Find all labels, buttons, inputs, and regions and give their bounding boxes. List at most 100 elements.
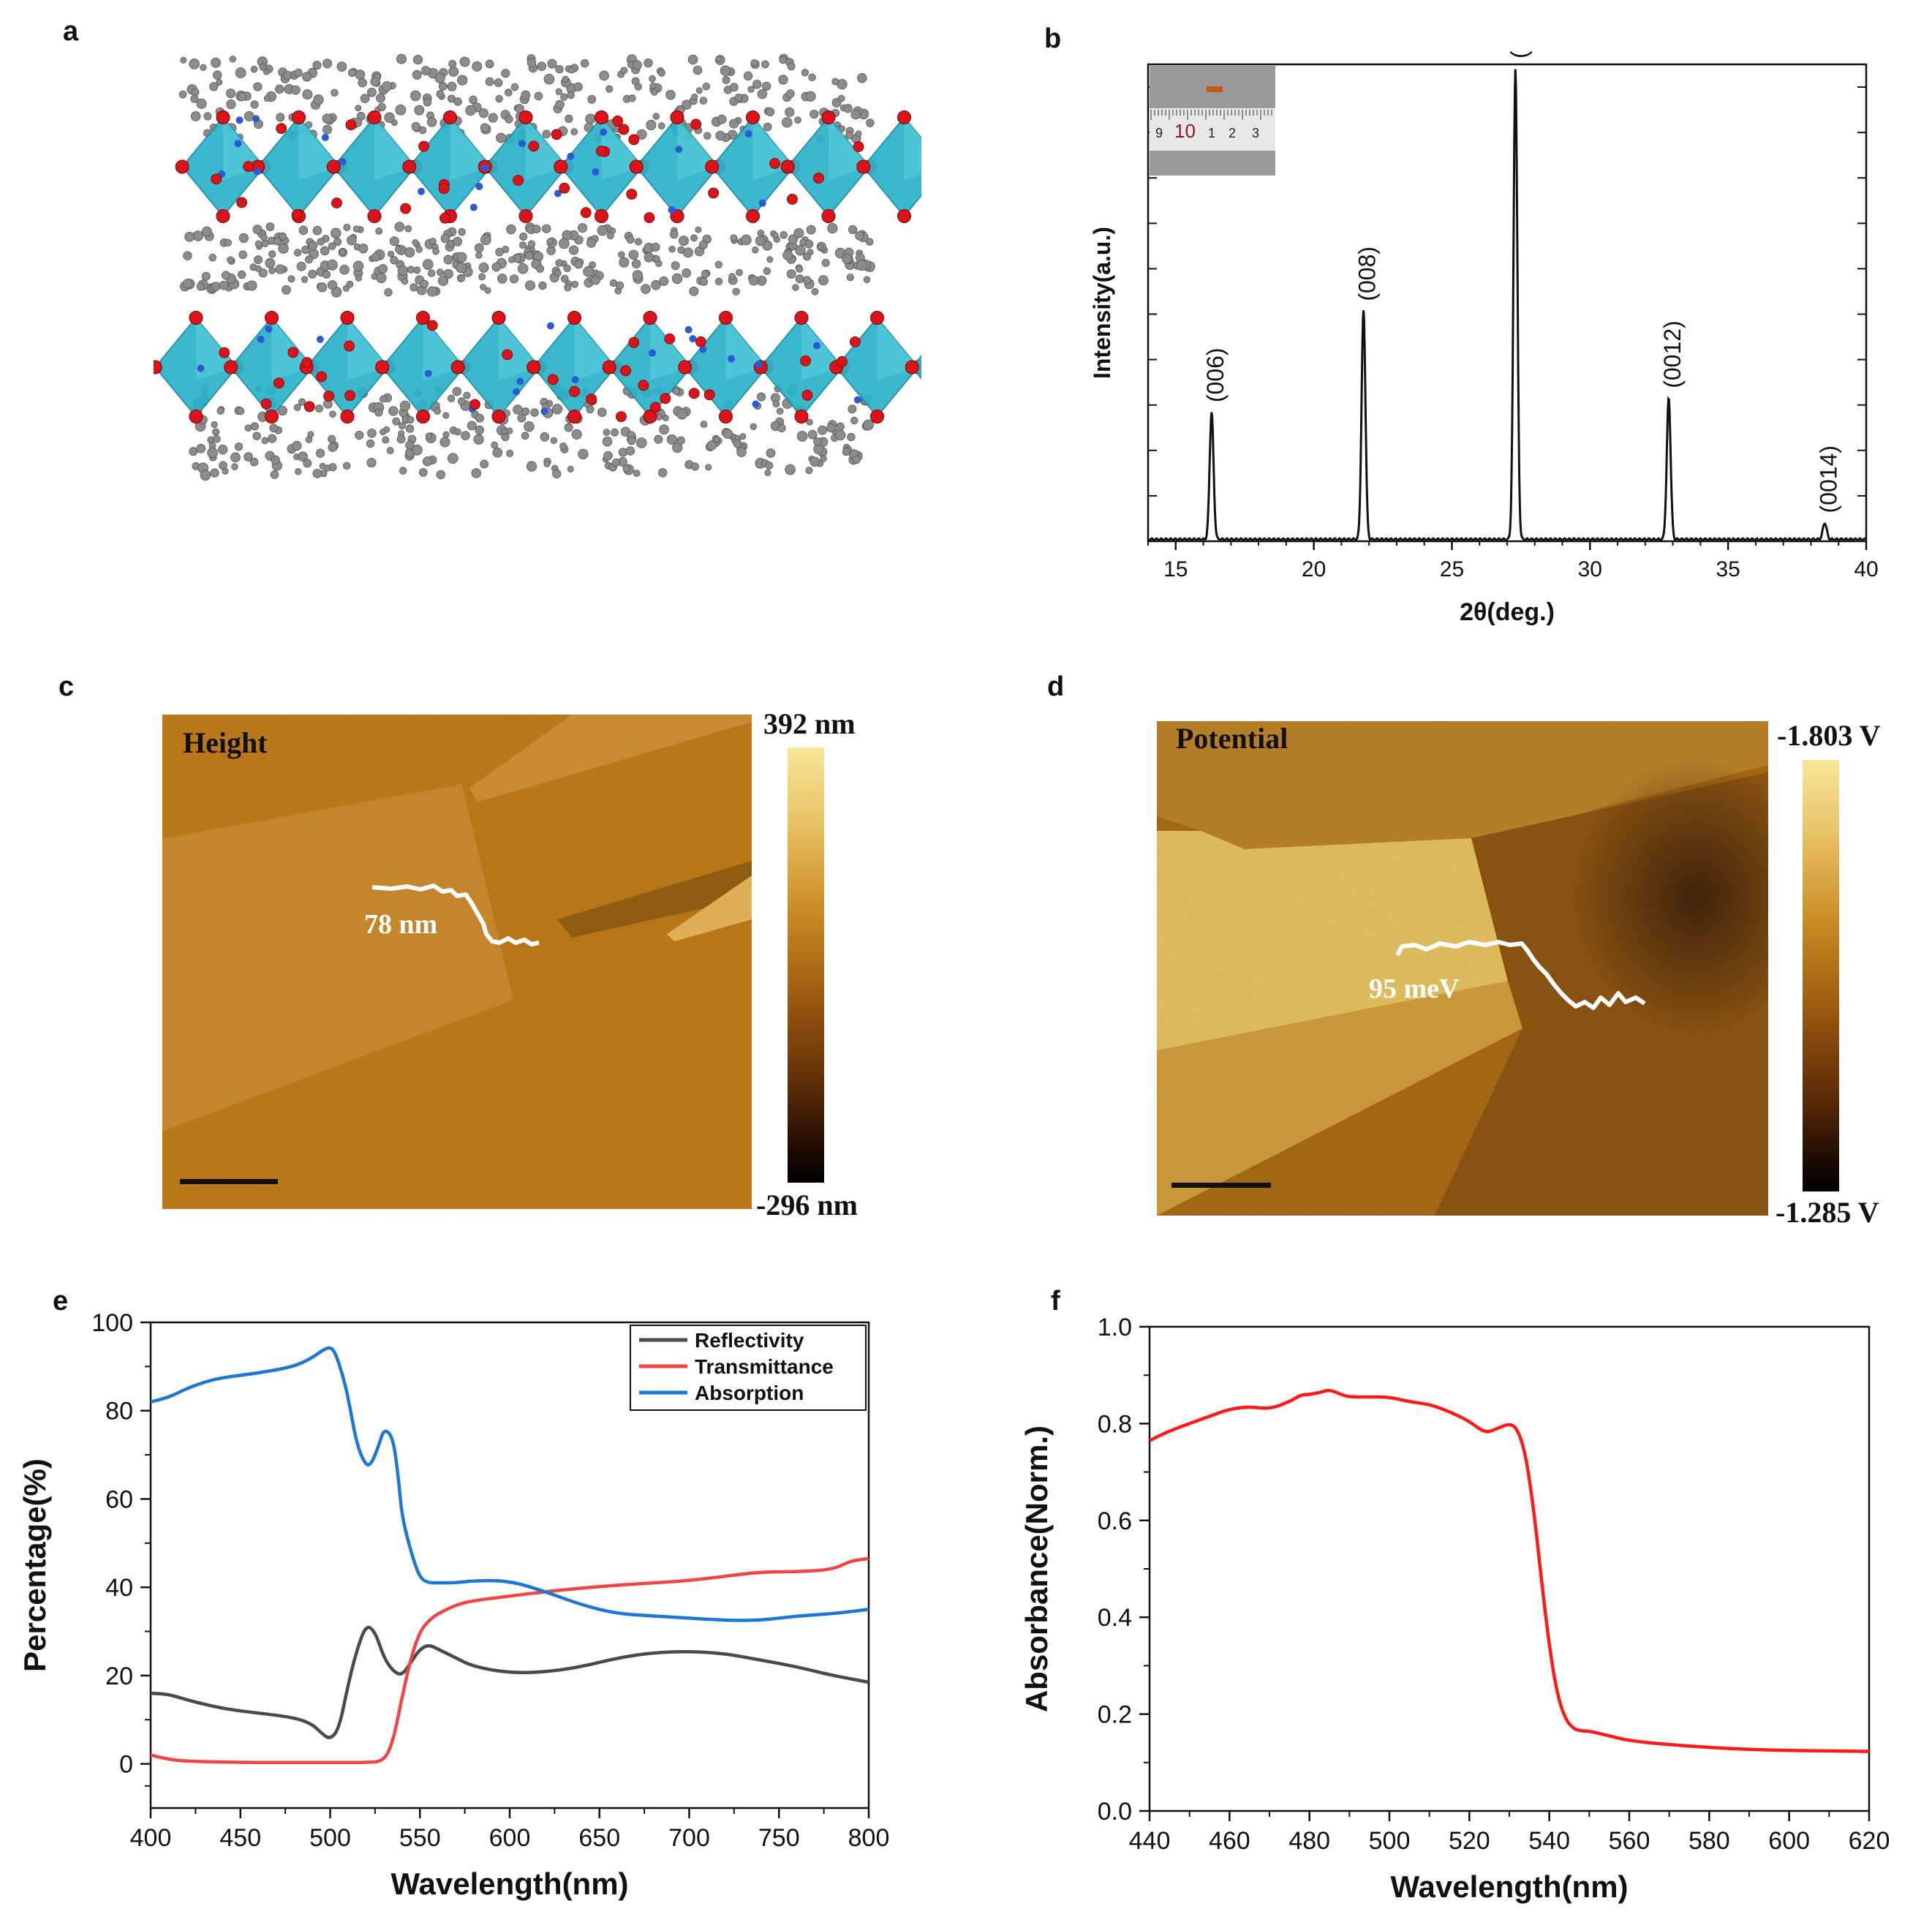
carbon-atom bbox=[730, 234, 738, 242]
oxygen-atom bbox=[175, 159, 189, 174]
carbon-atom bbox=[850, 109, 861, 120]
carbon-atom bbox=[437, 275, 449, 286]
carbon-atom bbox=[706, 440, 717, 451]
carbon-atom bbox=[571, 280, 579, 288]
carbon-atom bbox=[210, 468, 219, 478]
carbon-atom bbox=[392, 417, 401, 426]
oxygen-atom bbox=[551, 129, 562, 140]
carbon-atom bbox=[313, 94, 324, 105]
carbon-atom bbox=[246, 280, 257, 291]
y-tick-label: 0.0 bbox=[1098, 1798, 1132, 1826]
carbon-atom bbox=[777, 423, 786, 433]
carbon-atom bbox=[283, 70, 293, 80]
oxygen-atom bbox=[612, 115, 623, 127]
carbon-atom bbox=[587, 94, 597, 104]
y-tick-label: 0.6 bbox=[1098, 1507, 1132, 1535]
oxygen-atom bbox=[638, 380, 649, 391]
carbon-atom bbox=[510, 83, 519, 91]
carbon-atom bbox=[714, 277, 723, 286]
oxygen-atom bbox=[897, 110, 911, 124]
carbon-atom bbox=[785, 107, 795, 117]
carbon-atom bbox=[480, 234, 491, 246]
carbon-atom bbox=[399, 400, 411, 412]
carbon-atom bbox=[312, 61, 322, 70]
carbon-atom bbox=[250, 65, 258, 73]
oxygen-atom bbox=[236, 197, 247, 208]
carbon-atom bbox=[672, 442, 683, 453]
carbon-atom bbox=[771, 232, 779, 239]
oxygen-atom bbox=[491, 311, 506, 325]
oxygen-atom bbox=[367, 110, 382, 124]
oxygen-atom bbox=[340, 410, 355, 423]
carbon-atom bbox=[505, 115, 513, 124]
carbon-atom bbox=[287, 275, 295, 283]
kpfm-potential-image bbox=[1157, 721, 1768, 1216]
carbon-atom bbox=[749, 275, 759, 286]
carbon-atom bbox=[495, 94, 503, 103]
carbon-atom bbox=[412, 69, 422, 80]
x-tick-label: 25 bbox=[1440, 557, 1464, 581]
carbon-atom bbox=[418, 468, 428, 477]
carbon-atom bbox=[219, 280, 229, 290]
carbon-atom bbox=[722, 429, 733, 440]
carbon-atom bbox=[376, 93, 385, 103]
carbon-atom bbox=[732, 287, 740, 295]
carbon-atom bbox=[501, 69, 510, 78]
carbon-atom bbox=[818, 425, 827, 435]
carbon-atom bbox=[786, 269, 796, 279]
carbon-atom bbox=[196, 443, 206, 453]
carbon-atom bbox=[863, 419, 874, 431]
panel-letter-a: a bbox=[63, 16, 79, 47]
height-profile-value: 78 nm bbox=[364, 909, 438, 940]
carbon-atom bbox=[315, 404, 323, 413]
carbon-atom bbox=[715, 56, 722, 63]
carbon-atom bbox=[328, 434, 336, 443]
nitrogen-atom bbox=[516, 377, 524, 385]
carbon-atom bbox=[567, 67, 576, 74]
legend-label-absorption: Absorption bbox=[695, 1382, 804, 1404]
oxygen-atom bbox=[316, 371, 328, 383]
carbon-atom bbox=[189, 59, 200, 69]
oxygen-atom bbox=[292, 110, 306, 124]
oxygen-atom bbox=[400, 203, 412, 214]
carbon-atom bbox=[389, 236, 399, 246]
carbon-atom bbox=[447, 81, 457, 91]
carbon-atom bbox=[491, 262, 502, 272]
carbon-atom bbox=[666, 434, 677, 445]
carbon-atom bbox=[252, 432, 261, 440]
carbon-atom bbox=[443, 268, 453, 279]
carbon-atom bbox=[480, 123, 490, 132]
carbon-atom bbox=[443, 255, 453, 265]
carbon-atom bbox=[399, 422, 407, 430]
carbon-atom bbox=[374, 408, 383, 417]
oxygen-atom bbox=[527, 360, 541, 374]
carbon-atom bbox=[766, 107, 775, 116]
carbon-atom bbox=[577, 223, 587, 233]
series-line-absorbance bbox=[1149, 1388, 1870, 1753]
carbon-atom bbox=[229, 56, 237, 63]
carbon-atom bbox=[212, 428, 220, 436]
carbon-atom bbox=[627, 436, 636, 445]
oxygen-atom bbox=[629, 159, 644, 174]
carbon-atom bbox=[236, 407, 245, 415]
carbon-atom bbox=[827, 223, 838, 234]
series-line-absorption bbox=[150, 1346, 869, 1622]
x-axis-title: Wavelength(nm) bbox=[1390, 1869, 1628, 1904]
carbon-atom bbox=[475, 413, 484, 423]
carbon-atom bbox=[765, 461, 774, 470]
carbon-atom bbox=[399, 467, 407, 475]
carbon-atom bbox=[651, 88, 658, 96]
carbon-atom bbox=[676, 436, 685, 445]
carbon-atom bbox=[384, 288, 393, 297]
peak-label-0: (006) bbox=[1202, 347, 1229, 402]
oxygen-atom bbox=[628, 336, 640, 348]
carbon-atom bbox=[631, 259, 641, 268]
carbon-atom bbox=[355, 274, 362, 282]
carbon-atom bbox=[405, 440, 415, 450]
oxygen-atom bbox=[416, 410, 430, 423]
carbon-atom bbox=[388, 406, 399, 416]
nitrogen-atom bbox=[418, 187, 426, 195]
carbon-atom bbox=[330, 227, 342, 239]
carbon-atom bbox=[382, 81, 392, 91]
x-tick-label: 500 bbox=[1369, 1827, 1411, 1855]
